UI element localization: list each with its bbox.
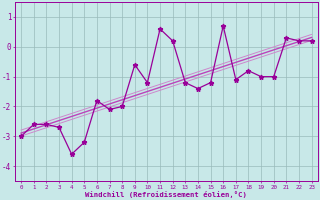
X-axis label: Windchill (Refroidissement éolien,°C): Windchill (Refroidissement éolien,°C)	[85, 191, 247, 198]
